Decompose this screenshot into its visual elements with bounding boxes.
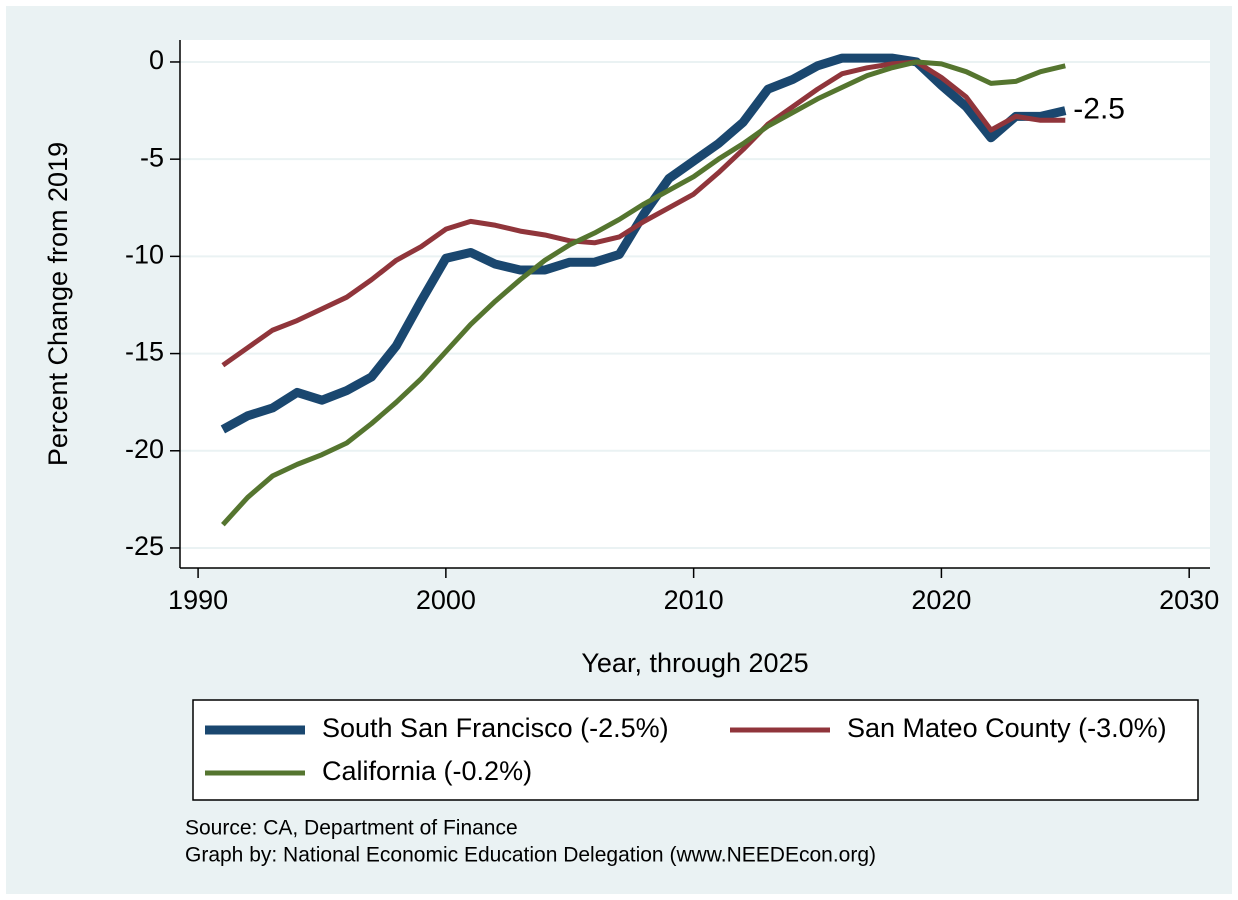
data-label: -2.5 — [1073, 92, 1125, 125]
x-tick-label: 2020 — [911, 585, 971, 615]
y-tick-label: -15 — [125, 337, 164, 367]
y-tick-label: -25 — [125, 531, 164, 561]
x-tick-label: 2030 — [1159, 585, 1219, 615]
y-tick-label: -10 — [125, 239, 164, 269]
y-tick-label: -5 — [140, 142, 164, 172]
y-tick-label: 0 — [149, 45, 164, 75]
legend-label: South San Francisco (-2.5%) — [322, 713, 669, 743]
x-tick-label: 1990 — [168, 585, 228, 615]
x-axis-label: Year, through 2025 — [581, 648, 808, 678]
note: Graph by: National Economic Education De… — [185, 844, 876, 867]
series-line — [221, 59, 1066, 368]
x-tick-label: 2000 — [416, 585, 476, 615]
legend-label: California (-0.2%) — [322, 756, 532, 786]
legend-label: San Mateo County (-3.0%) — [847, 713, 1167, 743]
x-tick-label: 2010 — [664, 585, 724, 615]
legend-box — [192, 699, 1199, 801]
series-line — [221, 59, 1066, 527]
y-tick-label: -20 — [125, 434, 164, 464]
note: Source: CA, Department of Finance — [185, 817, 518, 840]
y-axis-label: Percent Change from 2019 — [43, 142, 73, 466]
plot-area — [180, 40, 1210, 568]
